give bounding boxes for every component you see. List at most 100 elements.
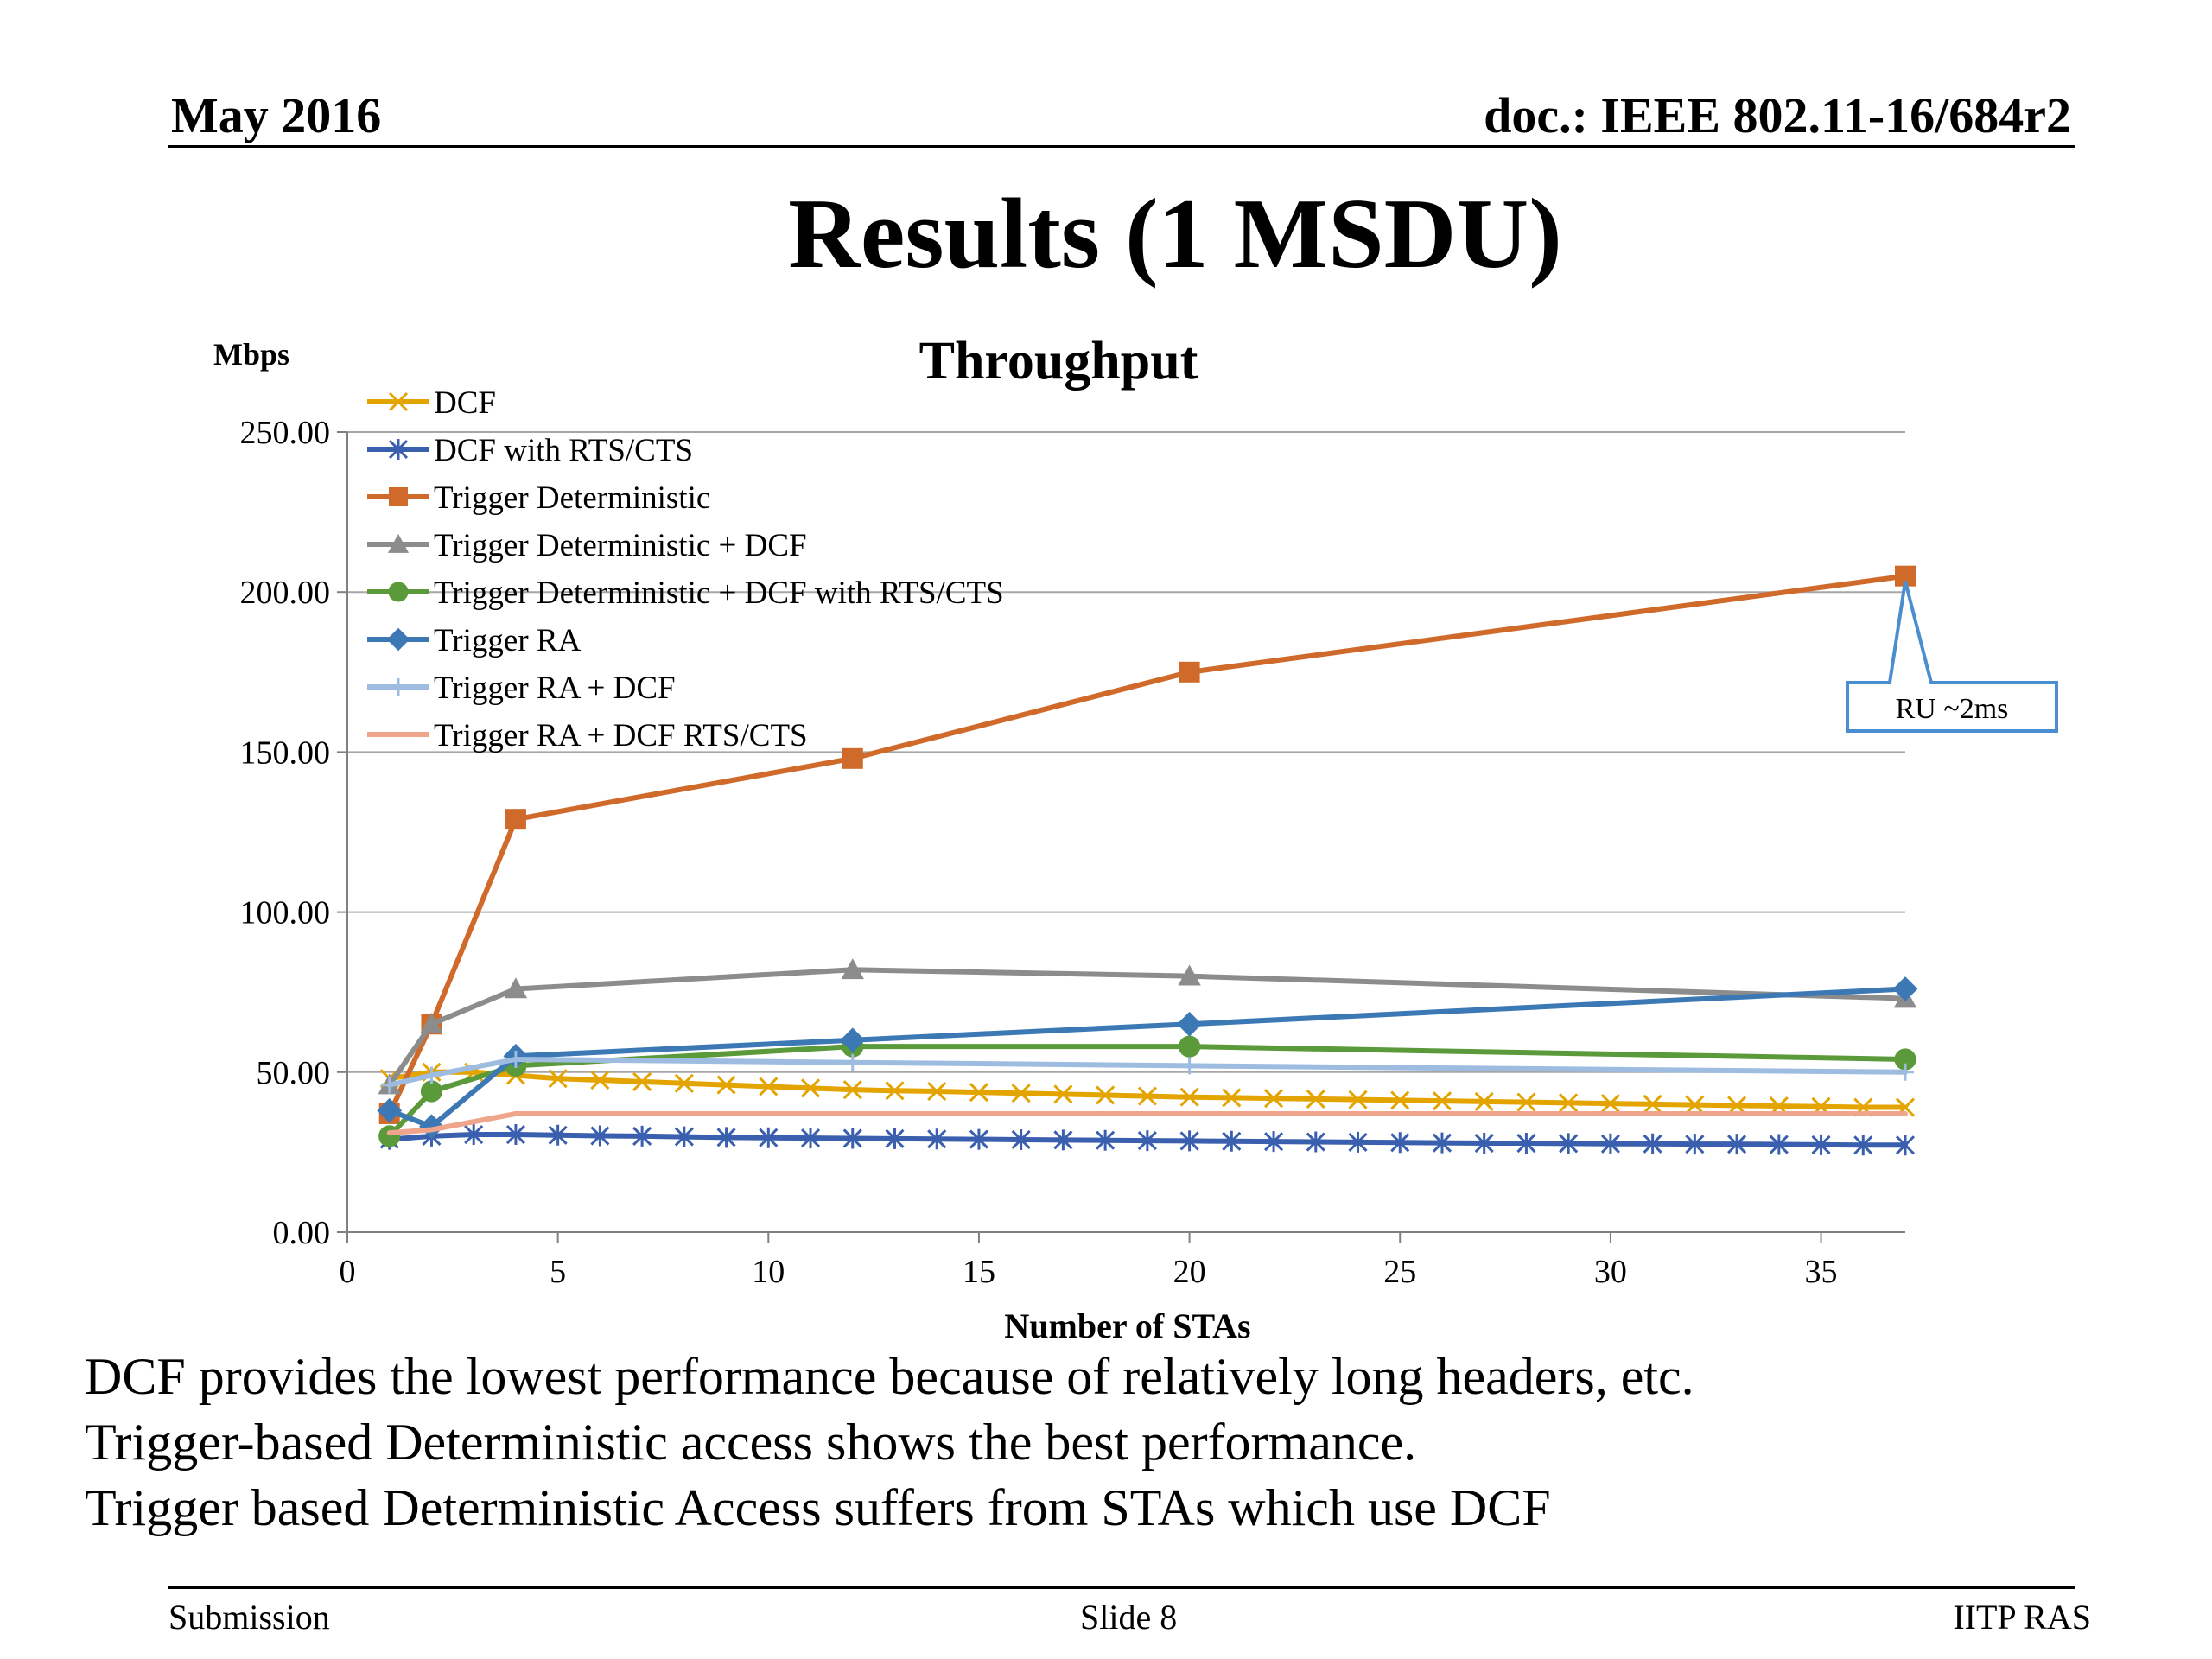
footer-submission: Submission — [168, 1598, 330, 1637]
legend-label: Trigger RA — [434, 623, 582, 658]
data-point — [1685, 1134, 1705, 1155]
data-point — [1727, 1134, 1747, 1155]
header-date: May 2016 — [171, 87, 382, 143]
y-tick-label: 250.00 — [240, 415, 331, 451]
legend-marker — [387, 533, 410, 553]
series-line — [386, 1056, 1908, 1088]
data-point — [1178, 964, 1201, 986]
bullet-item: DCF provides the lowest performance beca… — [85, 1348, 1694, 1405]
legend-label: Trigger Deterministic + DCF — [434, 528, 807, 563]
y-tick-label: 100.00 — [240, 895, 331, 931]
data-point — [1348, 1131, 1368, 1153]
y-tick-label: 200.00 — [240, 575, 331, 611]
legend-label: Trigger Deterministic + DCF with RTS/CTS — [434, 575, 1004, 611]
series-line — [386, 1110, 1908, 1136]
data-point — [1474, 1091, 1494, 1111]
data-point — [1559, 1093, 1579, 1113]
data-point — [420, 1013, 443, 1034]
data-point — [1263, 1131, 1284, 1153]
data-point — [1474, 1133, 1494, 1154]
data-point — [843, 1053, 861, 1071]
legend-entry: DCF with RTS/CTS — [367, 433, 693, 468]
legend-entry: Trigger Deterministic — [367, 480, 710, 516]
data-point — [1432, 1091, 1452, 1111]
data-point — [674, 1073, 694, 1093]
data-point — [506, 1050, 524, 1068]
data-point — [885, 1081, 905, 1101]
legend-marker — [390, 678, 407, 696]
legend-entry: Trigger RA — [367, 623, 582, 658]
data-point — [1516, 1133, 1536, 1154]
series-line — [386, 1069, 1908, 1110]
data-point — [505, 809, 526, 830]
series-trigger-deterministic-dcf-with-rts-cts — [378, 1035, 1916, 1147]
x-tick-label: 5 — [550, 1254, 566, 1290]
footer-slide-number: Slide 8 — [1080, 1598, 1178, 1637]
data-point — [1011, 1084, 1031, 1103]
data-point — [590, 1070, 610, 1090]
data-point — [1306, 1089, 1325, 1109]
legend-label: Trigger RA + DCF RTS/CTS — [434, 718, 808, 753]
data-point — [1894, 1048, 1916, 1071]
data-point — [927, 1081, 947, 1102]
data-point — [842, 1128, 862, 1149]
data-point — [1643, 1094, 1662, 1114]
data-point — [1897, 1063, 1914, 1081]
data-point — [1053, 1129, 1073, 1151]
data-point — [1179, 661, 1200, 683]
footer-rule — [168, 1586, 2075, 1589]
data-point — [716, 1075, 736, 1095]
data-point — [590, 1125, 610, 1147]
data-point — [505, 1124, 525, 1146]
y-tick-label: 50.00 — [257, 1055, 331, 1091]
legend-entry: Trigger Deterministic + DCF with RTS/CTS — [367, 575, 1004, 611]
legend-entry: Trigger RA + DCF — [367, 671, 676, 706]
x-tick-label: 20 — [1173, 1254, 1206, 1290]
data-point — [1811, 1134, 1831, 1155]
data-point — [841, 958, 864, 980]
header-rule — [168, 145, 2075, 148]
throughput-chart: RU ~2ms DCF DCF with RTS/CTS Trigger Deter… — [213, 332, 2058, 1345]
x-tick-label: 30 — [1594, 1254, 1627, 1290]
data-point — [1137, 1130, 1157, 1152]
data-point — [1306, 1131, 1325, 1153]
data-point — [927, 1128, 947, 1150]
legend-marker — [389, 487, 408, 506]
series-trigger-ra-dcf — [380, 1050, 1914, 1094]
data-point — [1096, 1085, 1116, 1105]
data-point — [419, 1114, 444, 1140]
x-tick-label: 25 — [1383, 1254, 1416, 1290]
data-point — [840, 1027, 866, 1053]
data-point — [1769, 1134, 1789, 1155]
data-point — [420, 1080, 443, 1103]
data-point — [378, 1125, 401, 1147]
legend-marker — [386, 627, 410, 652]
callout-box — [1846, 581, 2058, 733]
data-point — [1600, 1133, 1620, 1154]
chart-title: Throughput — [919, 332, 1198, 391]
legend-entry: Trigger Deterministic + DCF — [367, 528, 807, 563]
legend-label: DCF — [434, 385, 496, 421]
data-point — [1895, 1135, 1916, 1156]
data-point — [1892, 976, 1918, 1001]
data-point — [632, 1071, 652, 1091]
x-axis-label: Number of STAs — [1004, 1306, 1250, 1345]
data-point — [800, 1128, 821, 1149]
data-point — [548, 1069, 568, 1089]
data-point — [380, 1076, 398, 1094]
bullet-item: Trigger based Deterministic Access suffe… — [85, 1479, 1551, 1536]
data-point — [759, 1127, 779, 1148]
data-point — [1263, 1089, 1284, 1109]
data-point — [885, 1128, 905, 1149]
data-point — [674, 1126, 694, 1147]
data-point — [1559, 1133, 1579, 1154]
y-axis-label: Mbps — [213, 337, 289, 372]
data-point — [1600, 1094, 1620, 1114]
series-line — [386, 967, 1908, 1088]
data-point — [842, 747, 863, 769]
footer-organization: IITP RAS — [1953, 1598, 2091, 1637]
y-tick-label: 150.00 — [240, 734, 331, 771]
header-doc-id: doc.: IEEE 802.11-16/684r2 — [1484, 87, 2071, 143]
data-point — [969, 1128, 989, 1150]
data-point — [1432, 1132, 1452, 1154]
